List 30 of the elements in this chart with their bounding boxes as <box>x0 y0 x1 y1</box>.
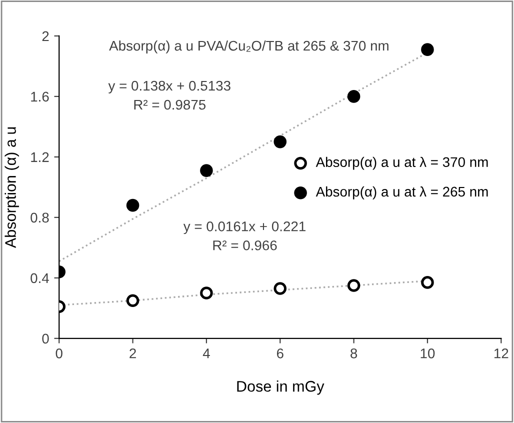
point <box>274 282 287 295</box>
x-tick-label: 10 <box>420 348 435 358</box>
x-tick-label: 12 <box>494 348 508 358</box>
point <box>200 286 213 300</box>
point <box>126 294 140 307</box>
point <box>126 198 140 212</box>
y-tick-label: 0.4 <box>30 273 49 284</box>
x-axis-title: Dose in mGy <box>237 380 324 395</box>
y-tick-label: 0.8 <box>30 212 49 223</box>
y-tick-label: 2 <box>42 31 49 41</box>
point <box>347 90 360 103</box>
annotation: y = 0.138x + 0.5133 R² = 0.9875 <box>108 80 230 110</box>
point <box>347 279 360 292</box>
x-tick-label: 2 <box>130 348 136 358</box>
x-tick-label: 6 <box>276 348 284 358</box>
legend-label: Absorp(α) a u at λ = 370 nm <box>316 156 488 170</box>
x-tick-label: 4 <box>202 348 210 358</box>
point <box>421 43 434 56</box>
legend-label: Absorp(α) a u at λ = 265 nm <box>316 186 488 200</box>
y-tick-label: 1.2 <box>31 152 49 162</box>
point <box>200 164 213 177</box>
point <box>421 276 434 289</box>
x-tick-label: 8 <box>350 348 358 358</box>
chart-title: Absorp(α) a u PVA/Cu₂O/TB at 265 & 370 nm <box>109 40 388 54</box>
point <box>274 135 287 148</box>
y-axis-title: Absorption (α) a u <box>4 127 19 248</box>
annotation: y = 0.0161x + 0.221 R² = 0.966 <box>183 221 306 250</box>
y-tick-label: 1.6 <box>31 92 49 102</box>
y-tick-label: 0 <box>42 334 49 344</box>
x-tick-label: 0 <box>56 348 62 358</box>
